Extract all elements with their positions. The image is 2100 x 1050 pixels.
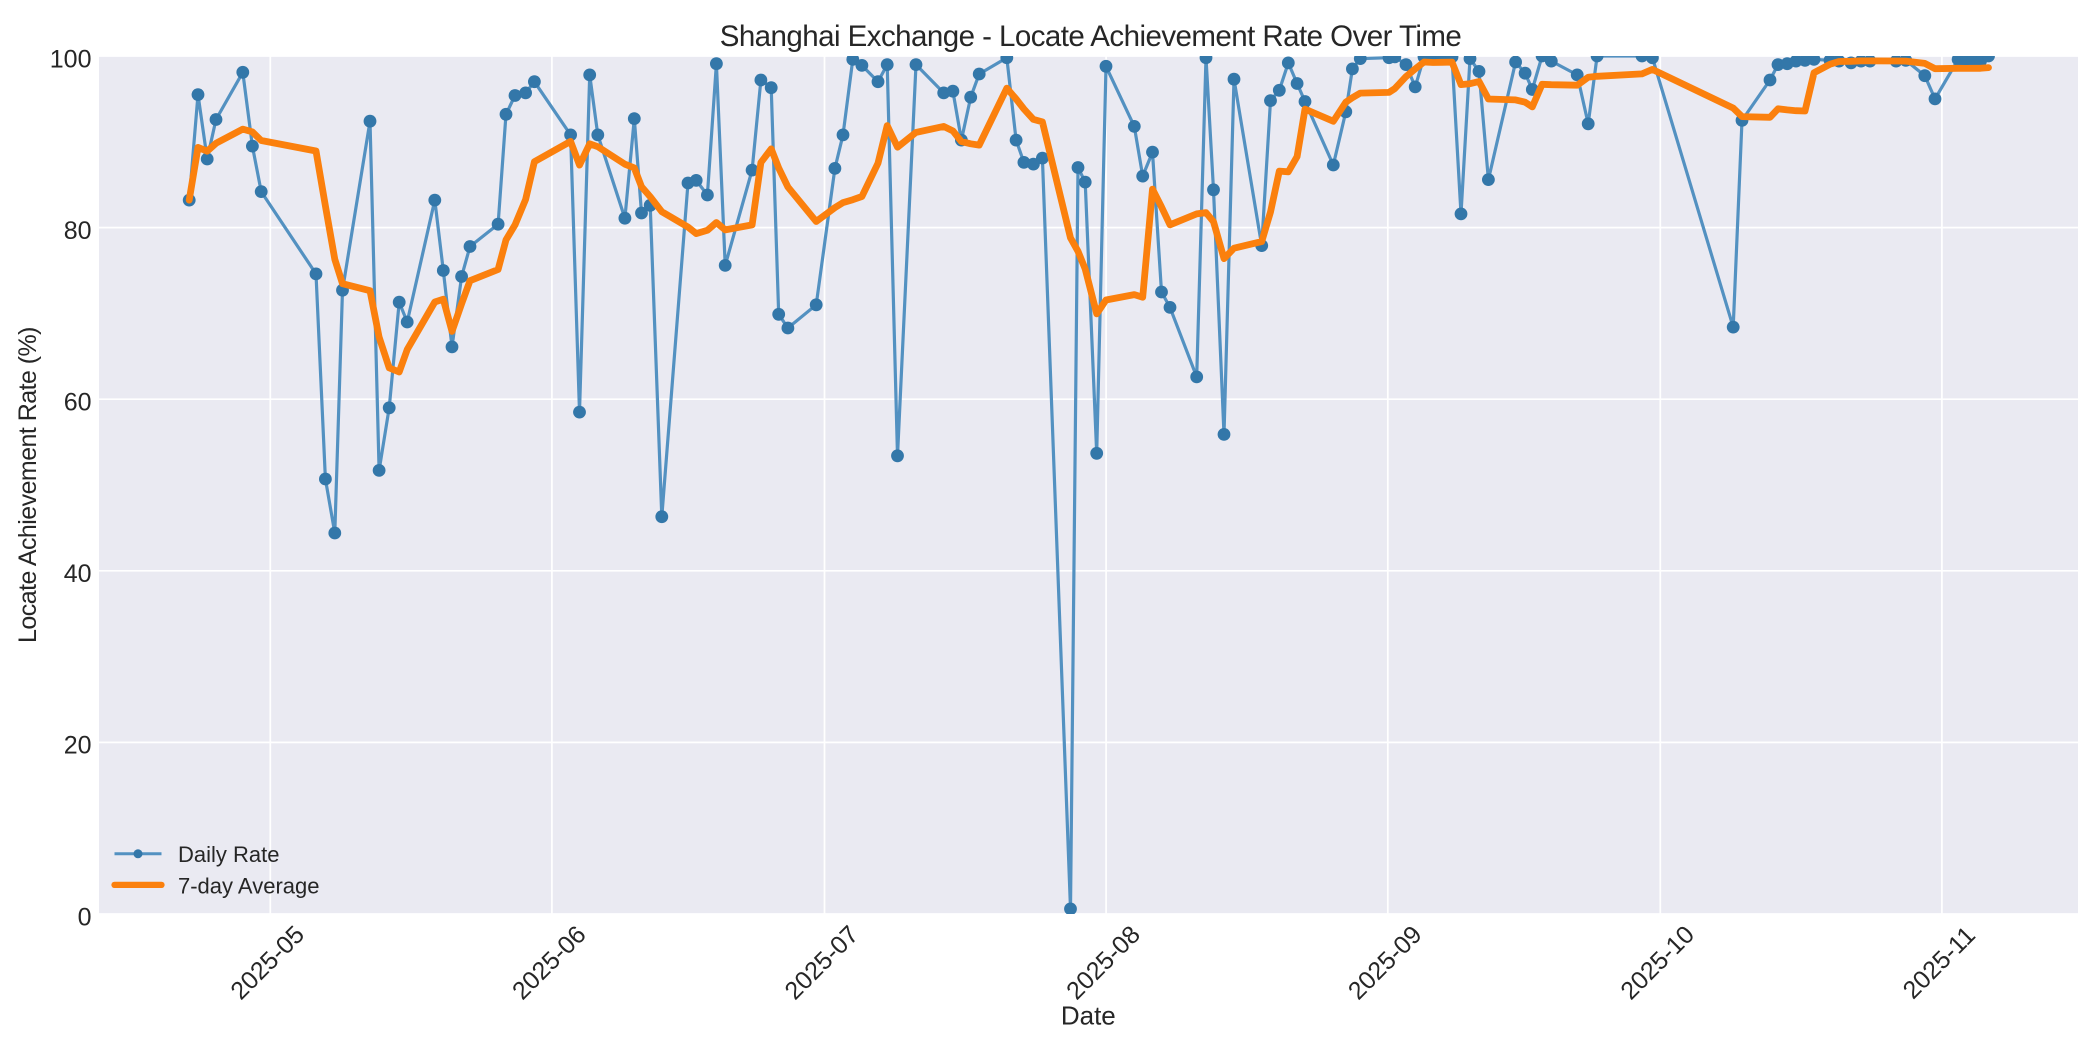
svg-text:Locate Achievement Rate (%): Locate Achievement Rate (%) xyxy=(14,327,42,643)
svg-text:80: 80 xyxy=(64,217,92,245)
svg-text:20: 20 xyxy=(64,732,92,760)
svg-text:100: 100 xyxy=(50,45,92,73)
svg-text:Daily Rate: Daily Rate xyxy=(178,842,279,867)
svg-text:7-day Average: 7-day Average xyxy=(178,874,319,899)
svg-text:Shanghai Exchange - Locate Ach: Shanghai Exchange - Locate Achievement R… xyxy=(720,20,1462,53)
svg-text:Date: Date xyxy=(1061,1000,1116,1030)
svg-text:0: 0 xyxy=(78,903,92,931)
svg-text:40: 40 xyxy=(64,560,92,588)
svg-text:60: 60 xyxy=(64,389,92,417)
